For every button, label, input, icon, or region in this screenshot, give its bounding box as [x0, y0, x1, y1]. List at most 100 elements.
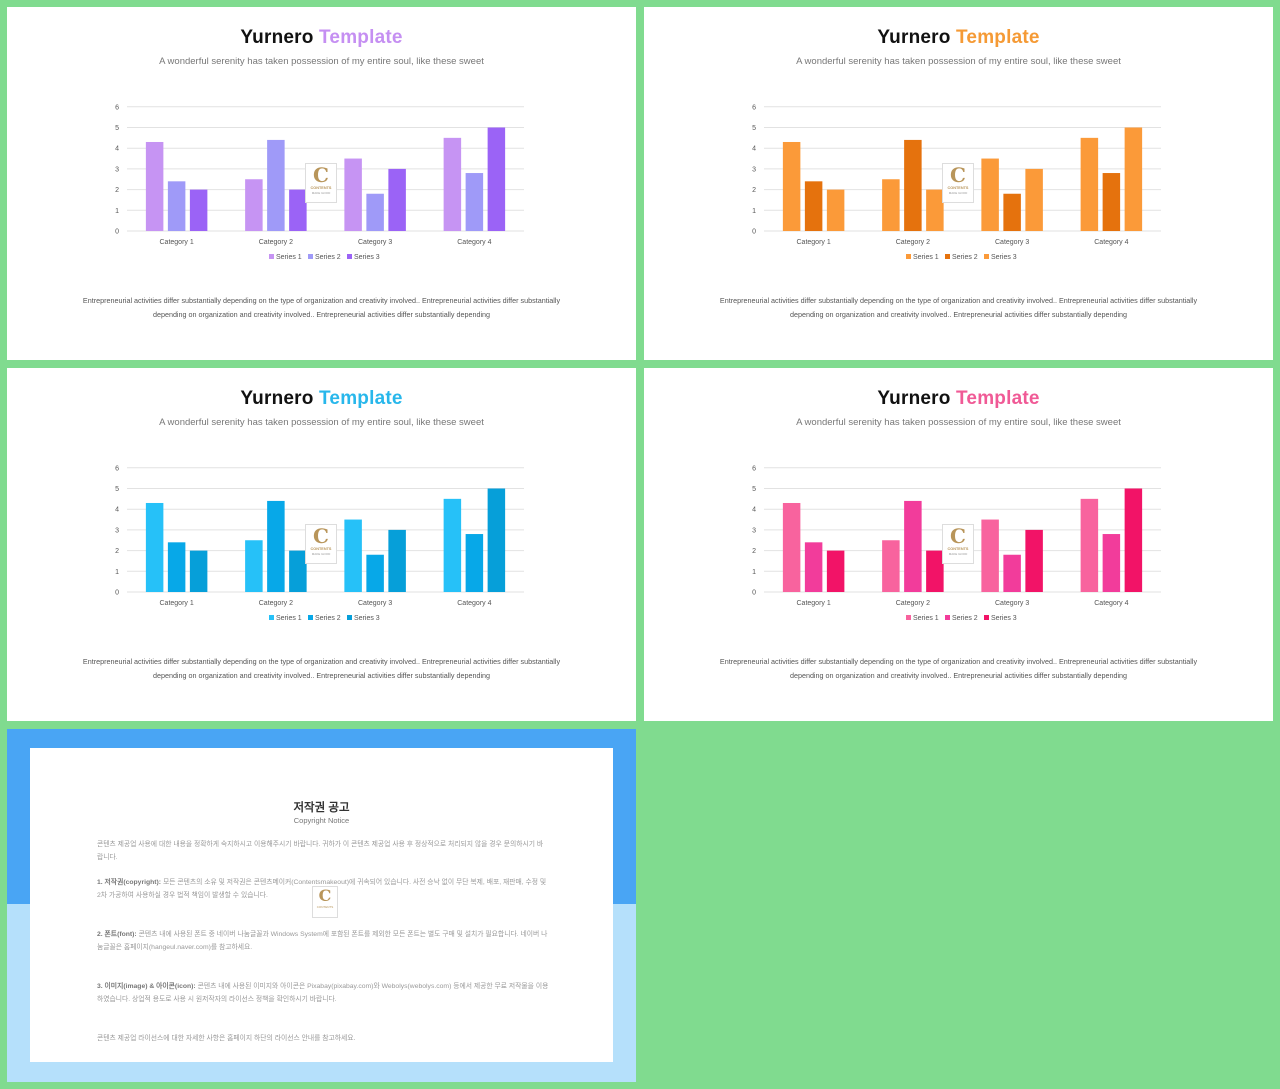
legend-swatch — [984, 615, 989, 620]
slide-subtitle: A wonderful serenity has taken possessio… — [159, 417, 484, 428]
legend-label: Series 3 — [354, 615, 380, 622]
category-label: Category 1 — [797, 239, 831, 246]
category-label: Category 3 — [995, 600, 1029, 607]
bar — [1003, 193, 1021, 231]
slide-subtitle: A wonderful serenity has taken possessio… — [796, 56, 1121, 67]
legend-swatch — [347, 254, 352, 259]
caption-line-2: depending on organization and creativity… — [152, 310, 491, 319]
bar — [289, 550, 307, 592]
slide-caption: Entrepreneurial activities differ substa… — [704, 294, 1213, 322]
notice-paragraph-font: 2. 폰트(font): 콘텐츠 내에 사용된 폰트 중 네이버 나눔글꼴과 W… — [97, 929, 549, 954]
notice-card: 저작권 공고 Copyright Notice 콘텐츠 제공업 사용에 대한 내… — [30, 748, 613, 1062]
watermark-logo: C CONTENTS MAKE GOOD — [942, 163, 974, 203]
y-tick-label: 3 — [752, 166, 756, 173]
caption-line-2: depending on organization and creativity… — [789, 671, 1128, 680]
notice-title: 저작권 공고 — [293, 802, 350, 814]
copyright-notice-slide: 저작권 공고 Copyright Notice 콘텐츠 제공업 사용에 대한 내… — [7, 729, 636, 1082]
bar — [145, 141, 164, 231]
bar-chart: 0 1 2 3 4 5 6 Category 1 Category 2 Category 3 Cat… — [752, 465, 1161, 622]
bar — [388, 529, 406, 592]
slide-title: Yurnero Template — [644, 27, 1273, 49]
category-label: Category 1 — [160, 239, 194, 246]
watermark-text: CONTENTS — [947, 186, 969, 190]
legend-swatch — [269, 254, 274, 259]
caption-line-1: Entrepreneurial activities differ substa… — [82, 296, 561, 305]
notice-paragraph-license: 콘텐츠 제공업 라이선스에 대한 자세한 사항은 홈페이지 하단의 라이선스 안… — [97, 1035, 356, 1042]
slide-title: Yurnero Template — [7, 27, 636, 49]
category-label: Category 2 — [896, 239, 930, 246]
y-tick-label: 4 — [752, 146, 756, 153]
legend-label: Series 1 — [276, 254, 302, 261]
title-accent: Template — [956, 27, 1040, 48]
watermark-sub: MAKE GOOD — [948, 552, 968, 556]
bar — [189, 550, 208, 592]
slide-subtitle: A wonderful serenity has taken possessio… — [796, 417, 1121, 428]
notice-heading-font: 2. 폰트(font): — [97, 931, 137, 938]
bar — [366, 554, 384, 592]
category-label: Category 3 — [358, 600, 392, 607]
category-label: Category 4 — [457, 600, 491, 607]
slide-caption: Entrepreneurial activities differ substa… — [704, 655, 1213, 683]
y-tick-label: 4 — [115, 507, 119, 514]
bar — [782, 141, 801, 231]
category-label: Category 3 — [995, 239, 1029, 246]
y-tick-label: 6 — [115, 465, 119, 472]
y-tick-label: 2 — [752, 187, 756, 194]
chart-slide-3: Yurnero Template A wonderful serenity ha… — [7, 368, 636, 721]
legend-swatch — [906, 254, 911, 259]
y-tick-label: 5 — [752, 125, 756, 132]
y-tick-label: 0 — [752, 590, 756, 597]
y-tick-label: 6 — [752, 465, 756, 472]
bar — [882, 540, 900, 592]
y-tick-label: 2 — [115, 187, 119, 194]
notice-heading-copyright: 1. 저작권(copyright): — [97, 879, 162, 886]
bar — [1080, 137, 1099, 231]
bar-chart: 0 1 2 3 4 5 6 Category 1 Category 2 Category 3 Cat… — [752, 104, 1161, 261]
bar — [826, 550, 845, 592]
title-accent: Template — [319, 27, 403, 48]
bar — [167, 542, 186, 592]
watermark-letter: C — [950, 524, 966, 548]
y-tick-label: 1 — [752, 208, 756, 215]
legend-label: Series 1 — [276, 615, 302, 622]
watermark-letter: C — [313, 524, 329, 548]
notice-paragraph-copyright: 1. 저작권(copyright): 모든 콘텐츠의 소유 및 저작권은 콘텐츠… — [97, 877, 549, 902]
watermark-text: CONTENTS — [310, 186, 332, 190]
legend-label: Series 1 — [913, 254, 939, 261]
bar — [267, 139, 285, 231]
caption-line-1: Entrepreneurial activities differ substa… — [719, 657, 1198, 666]
legend-label: Series 3 — [991, 254, 1017, 261]
legend-label: Series 3 — [991, 615, 1017, 622]
y-tick-label: 4 — [752, 507, 756, 514]
bar — [267, 500, 285, 592]
slide-title: Yurnero Template — [7, 388, 636, 410]
watermark-letter: C — [318, 886, 332, 905]
category-label: Category 2 — [259, 600, 293, 607]
slide-caption: Entrepreneurial activities differ substa… — [67, 655, 576, 683]
bar — [1003, 554, 1021, 592]
slide-subtitle: A wonderful serenity has taken possessio… — [159, 56, 484, 67]
slide-caption: Entrepreneurial activities differ substa… — [67, 294, 576, 322]
legend-swatch — [347, 615, 352, 620]
title-accent: Template — [319, 388, 403, 409]
y-tick-label: 2 — [752, 548, 756, 555]
bar — [145, 502, 164, 592]
legend-label: Series 2 — [315, 254, 341, 261]
notice-paragraph-image: 3. 이미지(image) & 아이콘(icon): 콘텐츠 내에 사용된 이미… — [97, 981, 549, 1006]
watermark-sub: MAKE GOOD — [311, 191, 331, 195]
bar — [1025, 529, 1043, 592]
bar-chart: 0 1 2 3 4 5 6 Category 1 Category 2 Category 3 Cat… — [115, 465, 524, 622]
slide-title: Yurnero Template — [644, 388, 1273, 410]
legend-swatch — [945, 254, 950, 259]
category-label: Category 4 — [1094, 600, 1128, 607]
watermark-logo: C CONTENTS MAKE GOOD — [305, 163, 337, 203]
y-tick-label: 6 — [115, 104, 119, 111]
bar — [1080, 498, 1099, 592]
bar — [804, 181, 823, 231]
y-tick-label: 0 — [115, 229, 119, 236]
bar — [1102, 173, 1121, 231]
bar — [465, 173, 484, 231]
caption-line-1: Entrepreneurial activities differ substa… — [82, 657, 561, 666]
legend-label: Series 1 — [913, 615, 939, 622]
category-label: Category 1 — [160, 600, 194, 607]
